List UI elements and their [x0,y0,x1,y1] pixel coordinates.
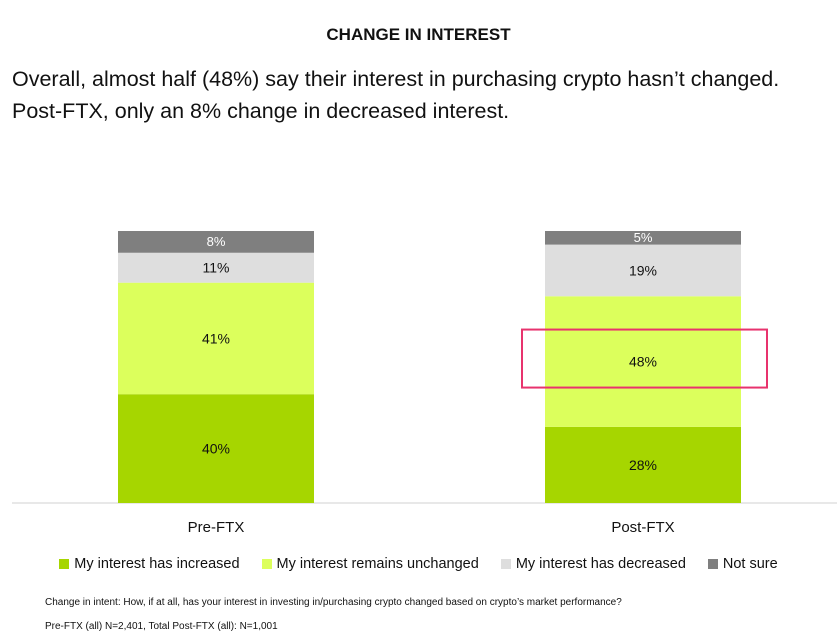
data-label-pre-ftx-my-interest-has-decreased: 11% [203,260,230,276]
bar-post-ftx-my-interest-has-increased [545,426,741,503]
legend-item-decreased: My interest has decreased [500,556,686,572]
chart-title: CHANGE IN INTEREST [326,25,511,44]
category-label-post-ftx: Post-FTX [611,519,674,536]
highlight-box [521,328,768,389]
legend-item-increased: My interest has increased [59,556,240,572]
legend-label-unchanged: My interest remains unchanged [276,556,479,572]
legend-swatch-unchanged [261,559,272,569]
bar-pre-ftx-my-interest-has-decreased [118,252,314,283]
data-label-pre-ftx-my-interest-remains-unchanged: 41% [202,330,230,346]
data-label-post-ftx-not-sure: 5% [634,230,653,245]
subtitle-line-1: Overall, almost half (48%) say their int… [12,67,780,91]
bar-post-ftx-not-sure [545,231,741,245]
data-label-post-ftx-my-interest-remains-unchanged: 48% [629,354,657,370]
bar-post-ftx-my-interest-remains-unchanged [545,296,741,427]
legend-swatch-decreased [500,559,511,569]
category-label-pre-ftx: Pre-FTX [188,519,245,536]
stacked-bar-chart: 40% 41% 11% 8% Pre-FTX 28% 48% 19% 5% Post-FTX [12,230,837,536]
legend-swatch-increased [59,559,70,569]
data-label-post-ftx-my-interest-has-increased: 28% [629,457,657,473]
bar-post-ftx-my-interest-has-decreased [545,244,741,297]
legend-swatch-not-sure [707,559,718,569]
legend: My interest has increased My interest re… [0,556,837,572]
legend-item-unchanged: My interest remains unchanged [261,556,479,572]
subtitle-line-2: Post-FTX, only an 8% change in decreased… [12,99,510,123]
data-label-pre-ftx-not-sure: 8% [207,234,226,249]
legend-label-decreased: My interest has decreased [515,556,686,572]
legend-label-increased: My interest has increased [74,556,240,572]
chart-subtitle: Overall, almost half (48%) say their int… [12,63,779,127]
bar-pre-ftx-my-interest-remains-unchanged [118,282,314,395]
bar-pre-ftx-not-sure [118,231,314,253]
footnote-question: Change in intent: How, if at all, has yo… [45,597,622,608]
data-label-post-ftx-my-interest-has-decreased: 19% [629,262,657,278]
footnote-sample: Pre-FTX (all) N=2,401, Total Post-FTX (a… [45,621,278,632]
legend-item-not-sure: Not sure [707,556,778,572]
bar-pre-ftx-my-interest-has-increased [118,394,314,503]
legend-label-not-sure: Not sure [722,556,778,572]
data-label-pre-ftx-my-interest-has-increased: 40% [202,441,230,457]
